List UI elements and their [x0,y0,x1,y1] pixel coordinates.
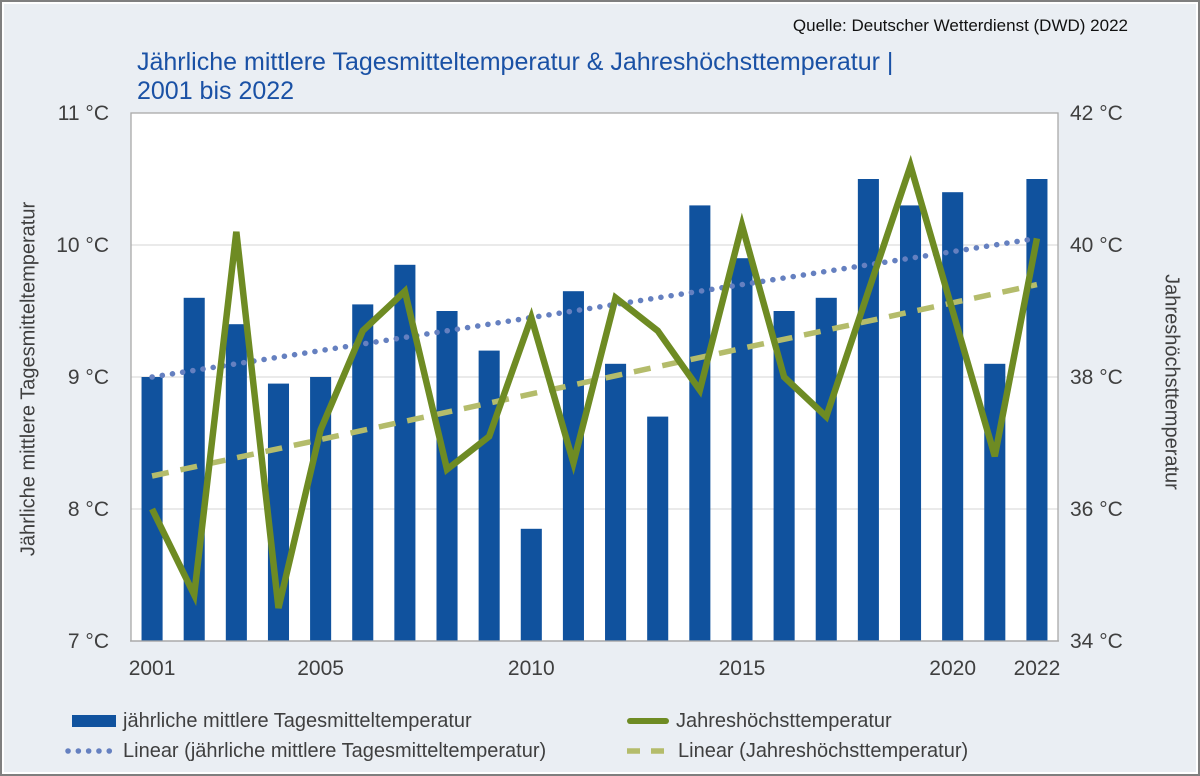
chart-title-line1: Jährliche mittlere Tagesmitteltemperatur… [137,48,894,76]
mean-temp-bar-2020 [942,192,964,641]
x-axis-label-2015: 2015 [719,657,766,680]
mean-temp-bar-2016 [773,311,795,641]
mean-temp-bar-2022 [1026,179,1048,641]
mean-temp-bar-2007 [394,264,416,641]
x-axis-label-2001: 2001 [129,657,176,680]
mean-temp-bar-2019 [899,205,922,641]
legend-label-max-line: Jahreshöchsttemperatur [676,709,892,732]
line-series-swatch [627,718,669,724]
legend-item-mean-trend: Linear (jährliche mittlere Tagesmittelte… [64,738,546,764]
dotted-trend-swatch [65,748,116,754]
left-axis-tick-10: 10 °C [56,234,109,257]
chart-title: Jährliche mittlere Tagesmitteltemperatur… [137,48,893,106]
legend-label-mean-trend: Linear (jährliche mittlere Tagesmittelte… [123,739,547,762]
mean-temp-bar-2009 [478,350,500,641]
legend-item-max-line: Jahreshöchsttemperatur [627,708,892,734]
mean-temp-bar-2008 [436,311,458,641]
right-axis-tick-36: 36 °C [1070,498,1123,521]
legend-label-mean-bars: jährliche mittlere Tagesmitteltemperatur [123,709,472,732]
mean-temp-bar-2003 [225,324,247,641]
mean-temp-bar-2018 [857,179,879,641]
max-temp-line [149,154,1041,609]
left-axis-tick-9: 9 °C [68,366,109,389]
left-axis-tick-11: 11 °C [58,102,109,125]
left-axis-tick-7: 7 °C [68,630,109,653]
bar-series-swatch [72,715,116,727]
mean-temp-bar-2015 [731,258,753,641]
mean-temp-bar-2010 [520,528,542,641]
mean-temp-bar-2017 [815,297,837,641]
left-axis-title: Jährliche mittlere Tagesmitteltemperatur [17,201,40,557]
right-axis-title: Jahreshöchsttemperatur [1160,274,1183,490]
left-axis-tick-8: 8 °C [68,498,109,521]
x-axis-label-2010: 2010 [508,657,555,680]
legend-item-max-trend: Linear (Jahreshöchsttemperatur) [627,738,968,764]
dashed-trend-swatch [627,748,671,754]
legend-label-max-trend: Linear (Jahreshöchsttemperatur) [678,739,969,762]
right-axis-tick-34: 34 °C [1070,630,1123,653]
mean-temp-bar-2006 [352,304,374,641]
source-note: Quelle: Deutscher Wetterdienst (DWD) 202… [792,16,1128,35]
mean-temp-bar-2012 [605,363,627,641]
right-axis-tick-38: 38 °C [1070,366,1123,389]
mean-temp-bar-2014 [689,205,711,641]
legend-item-mean-bars: jährliche mittlere Tagesmitteltemperatur [72,708,472,734]
max-trend-line [151,281,1038,479]
x-axis-label-2020: 2020 [929,657,976,680]
right-axis-tick-40: 40 °C [1070,234,1123,257]
mean-temp-bar-2013 [647,416,669,641]
chart-title-line2: 2001 bis 2022 [137,77,295,105]
x-axis-label-2022: 2022 [1014,657,1061,680]
right-axis-tick-42: 42 °C [1070,102,1123,125]
x-axis-label-2005: 2005 [297,657,344,680]
